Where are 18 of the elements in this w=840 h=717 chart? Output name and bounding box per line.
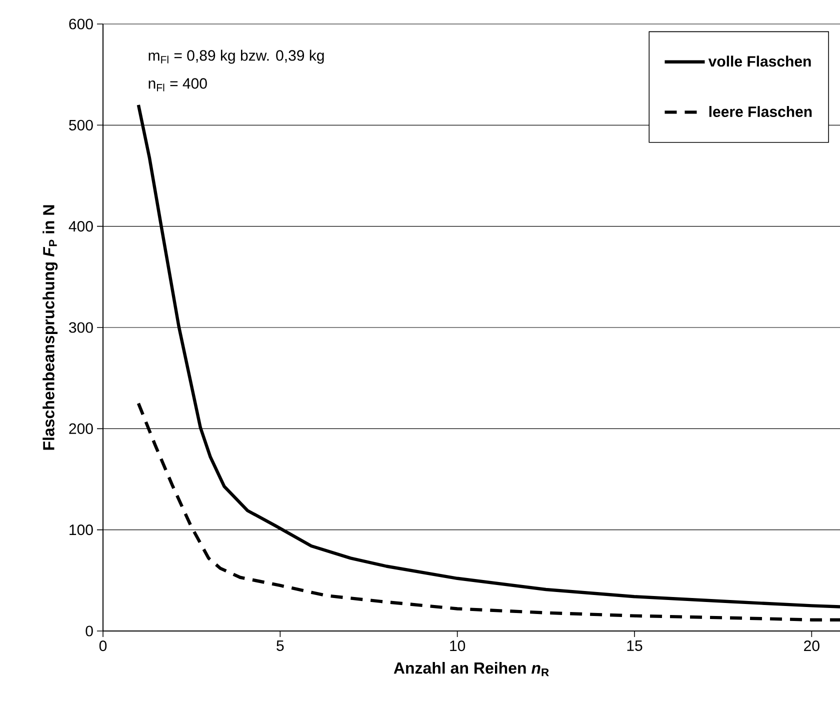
legend-label: leere Flaschen [709, 106, 812, 118]
y-axis-title: Flaschenbeanspruchung F$_{P}$ in N [42, 205, 58, 450]
y-tick-label: 500 [69, 120, 93, 130]
y-tick-label: 0 [86, 626, 93, 636]
y-tick-label: 200 [69, 423, 93, 434]
x-tick-label: 20 [804, 640, 820, 652]
y-tick-label: 300 [69, 322, 93, 333]
annotation: n$_{Fl}$ = 400 [148, 78, 207, 92]
x-axis-title: Anzahl an Reihen n$_{R}$ [394, 662, 549, 676]
x-tick-label: 0 [99, 640, 107, 652]
y-tick-label: 600 [69, 18, 93, 30]
y-tick-label: 100 [70, 524, 93, 536]
x-tick-label: 5 [276, 640, 284, 651]
annotation: m$_{Fl}$ = 0,89 kg bzw. 0,39 kg [148, 50, 324, 64]
y-tick-label: 400 [68, 221, 93, 232]
x-tick-label: 15 [627, 640, 642, 651]
x-tick-label: 10 [450, 640, 466, 652]
legend-label: volle Flaschen [708, 56, 811, 67]
